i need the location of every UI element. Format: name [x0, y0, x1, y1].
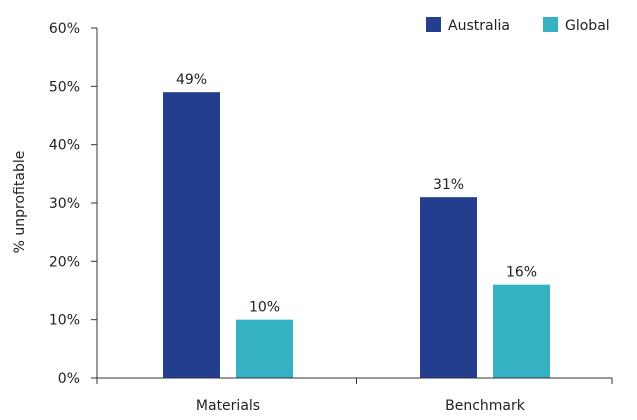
legend-label: Global: [565, 18, 610, 34]
bar-global-benchmark: [493, 284, 550, 378]
bar-australia-benchmark: [420, 197, 477, 378]
data-label: 16%: [506, 265, 537, 281]
y-tick-label: 30%: [49, 196, 80, 212]
y-tick-label: 60%: [49, 21, 80, 37]
data-label: 31%: [433, 177, 464, 193]
y-tick-label: 20%: [49, 254, 80, 270]
y-axis: 0% 10% 20% 30% 40% 50% 60%: [49, 21, 98, 387]
data-label: 49%: [176, 72, 207, 88]
legend: Australia Global: [426, 17, 610, 34]
legend-item-global: Global: [543, 17, 610, 34]
data-label: 10%: [249, 300, 280, 316]
legend-swatch: [426, 17, 441, 32]
bars: 49% 10% 31% 16%: [163, 72, 550, 379]
legend-item-australia: Australia: [426, 17, 510, 34]
y-tick-label: 10%: [49, 313, 80, 329]
legend-label: Australia: [448, 18, 510, 34]
legend-swatch: [543, 17, 558, 32]
bar-australia-materials: [163, 92, 220, 379]
y-axis-title: % unprofitable: [12, 151, 28, 254]
x-category-label: Materials: [196, 398, 260, 414]
bar-global-materials: [236, 319, 293, 378]
y-tick-label: 0%: [58, 371, 80, 387]
x-axis: Materials Benchmark: [96, 377, 613, 414]
y-tick-label: 40%: [49, 138, 80, 154]
y-tick-label: 50%: [49, 79, 80, 95]
x-category-label: Benchmark: [445, 398, 526, 414]
